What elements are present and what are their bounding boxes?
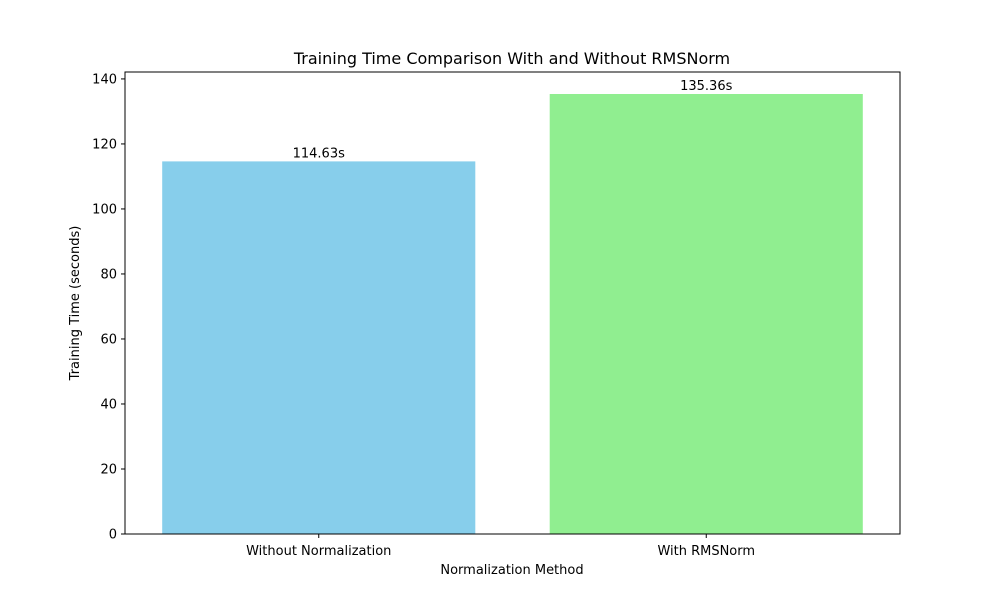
- chart-title: Training Time Comparison With and Withou…: [293, 49, 730, 68]
- x-axis-label: Normalization Method: [440, 563, 583, 578]
- y-tick-label-0: 0: [109, 528, 117, 543]
- data-label-1: 135.36s: [680, 79, 732, 94]
- y-tick-label-7: 140: [92, 72, 117, 87]
- plot-area: 114.63s Without Normalization 135.36s With …: [92, 71, 901, 559]
- data-label-0: 114.63s: [293, 146, 345, 161]
- y-tick-label-3: 60: [100, 332, 117, 347]
- x-tick-label-0: Without Normalization: [246, 544, 391, 559]
- y-tick-label-2: 40: [100, 397, 117, 412]
- y-axis-label: Training Time (seconds): [68, 226, 83, 382]
- y-tick-label-6: 120: [92, 137, 117, 152]
- axes-frame: [124, 71, 901, 535]
- y-tick-label-4: 80: [100, 267, 117, 282]
- bar-1: [549, 94, 863, 534]
- y-tick-label-5: 100: [92, 202, 117, 217]
- x-tick-label-1: With RMSNorm: [657, 544, 755, 559]
- y-tick-label-1: 20: [100, 462, 117, 477]
- bar-0: [162, 161, 476, 534]
